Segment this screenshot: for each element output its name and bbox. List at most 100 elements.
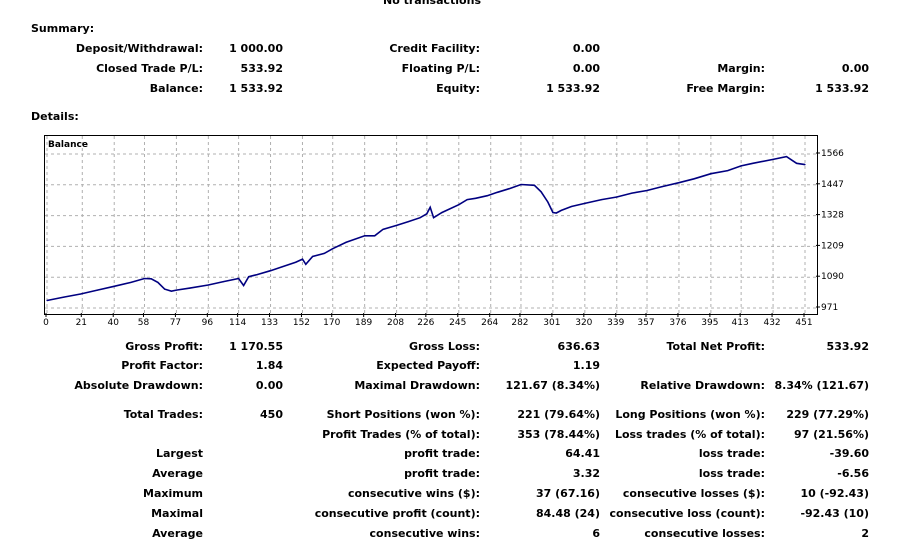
balance-point — [486, 195, 488, 197]
stats-value: 636.63 — [557, 340, 600, 353]
x-tick-label: 357 — [637, 318, 654, 328]
details-title: Details: — [31, 110, 79, 123]
balance-point — [601, 198, 603, 201]
stats-label: Relative Drawdown: — [640, 379, 765, 392]
stats-value: 450 — [260, 408, 283, 421]
balance-point — [301, 258, 304, 260]
balance-point — [164, 288, 166, 290]
balance-point — [238, 277, 240, 280]
stats-value: 353 (78.44%) — [517, 428, 600, 441]
y-tick-label: 1209 — [821, 241, 844, 251]
top-note: No transactions — [383, 0, 481, 7]
y-tick-label: 1090 — [821, 272, 844, 282]
balance-point — [693, 178, 695, 180]
balance-point — [46, 299, 48, 302]
stats-value: 3.32 — [572, 467, 600, 480]
stats-label: Maximal Drawdown: — [354, 379, 480, 392]
stats-value: 64.41 — [565, 447, 600, 460]
stats-label: loss trade: — [698, 447, 765, 460]
stats-label: Maximal — [151, 507, 203, 520]
balance-point — [804, 164, 806, 166]
stats-value: 37 (67.16) — [536, 487, 600, 500]
stats-label: Profit Factor: — [121, 359, 203, 372]
summary-value: 1 533.92 — [546, 82, 600, 95]
x-tick-label: 40 — [108, 318, 120, 328]
stats-value: 1.84 — [255, 359, 283, 372]
balance-point — [419, 217, 421, 219]
x-tick-label: 189 — [355, 318, 372, 328]
balance-point — [150, 278, 152, 280]
y-tick-label: 1328 — [821, 211, 844, 221]
summary-label: Credit Facility: — [389, 42, 480, 55]
balance-point — [364, 235, 366, 237]
x-tick-label: 114 — [229, 318, 246, 328]
balance-point — [305, 263, 307, 265]
summary-value: 1 533.92 — [229, 82, 283, 95]
stats-label: Profit Trades (% of total): — [322, 428, 480, 441]
stats-value: 97 (21.56%) — [793, 428, 869, 441]
balance-point — [533, 184, 536, 186]
balance-point — [646, 189, 648, 192]
stats-value: 121.67 (8.34%) — [505, 379, 601, 392]
balance-point — [323, 252, 325, 254]
x-tick-label: 226 — [417, 318, 434, 328]
stats-value: 533.92 — [826, 340, 869, 353]
stats-label: Total Trades: — [123, 408, 203, 421]
balance-point — [547, 201, 549, 203]
summary-value: 0.00 — [572, 42, 600, 55]
balance-point — [496, 191, 499, 193]
balance-point — [466, 198, 468, 201]
balance-point — [474, 197, 477, 199]
balance-point — [96, 289, 99, 291]
summary-label: Balance: — [149, 82, 203, 95]
balance-point — [113, 285, 115, 287]
balance-point — [281, 266, 283, 268]
x-tick-label: 282 — [511, 318, 528, 328]
summary-value: 1 533.92 — [815, 82, 869, 95]
balance-point — [170, 290, 172, 292]
x-tick-label: 432 — [763, 318, 780, 328]
x-tick-label: 77 — [170, 318, 181, 328]
balance-point — [269, 270, 272, 272]
stats-label: Largest — [156, 447, 203, 460]
stats-value: -6.56 — [837, 467, 869, 480]
balance-point — [678, 182, 680, 184]
stats-label: Expected Payoff: — [376, 359, 480, 372]
balance-point — [740, 165, 742, 167]
balance-point — [661, 186, 663, 188]
stats-value: 8.34% (121.67) — [774, 379, 870, 392]
y-tick-label: 971 — [821, 303, 838, 313]
balance-point — [189, 287, 191, 289]
balance-point — [710, 173, 712, 175]
stats-value: 1.19 — [572, 359, 600, 372]
balance-point — [429, 206, 431, 208]
balance-point — [552, 211, 554, 214]
x-tick-label: 152 — [293, 318, 310, 328]
stats-value: 10 (-92.43) — [800, 487, 869, 500]
stats-value: 221 (79.64%) — [517, 408, 600, 421]
summary-label: Margin: — [717, 62, 765, 75]
stats-label: Gross Profit: — [125, 340, 203, 353]
y-tick-label: 1447 — [821, 180, 844, 190]
stats-value: 2 — [861, 527, 869, 540]
balance-point — [540, 191, 542, 193]
stats-label: profit trade: — [404, 447, 480, 460]
balance-point — [374, 235, 376, 237]
balance-point — [458, 204, 460, 206]
stats-value: -39.60 — [829, 447, 869, 460]
summary-label: Equity: — [436, 82, 480, 95]
balance-point — [395, 224, 398, 227]
balance-point — [63, 296, 65, 298]
balance-point — [248, 276, 250, 278]
stats-label: Average — [152, 527, 203, 540]
balance-point — [332, 248, 334, 250]
summary-label: Deposit/Withdrawal: — [75, 42, 203, 55]
balance-point — [130, 281, 132, 283]
balance-point — [345, 241, 347, 243]
stats-label: Long Positions (won %): — [615, 408, 765, 421]
balance-point — [256, 274, 258, 276]
stats-label: consecutive losses ($): — [622, 487, 765, 500]
stats-label: Total Net Profit: — [666, 340, 766, 353]
y-tick-label: 1566 — [821, 149, 844, 159]
balance-point — [207, 284, 209, 286]
